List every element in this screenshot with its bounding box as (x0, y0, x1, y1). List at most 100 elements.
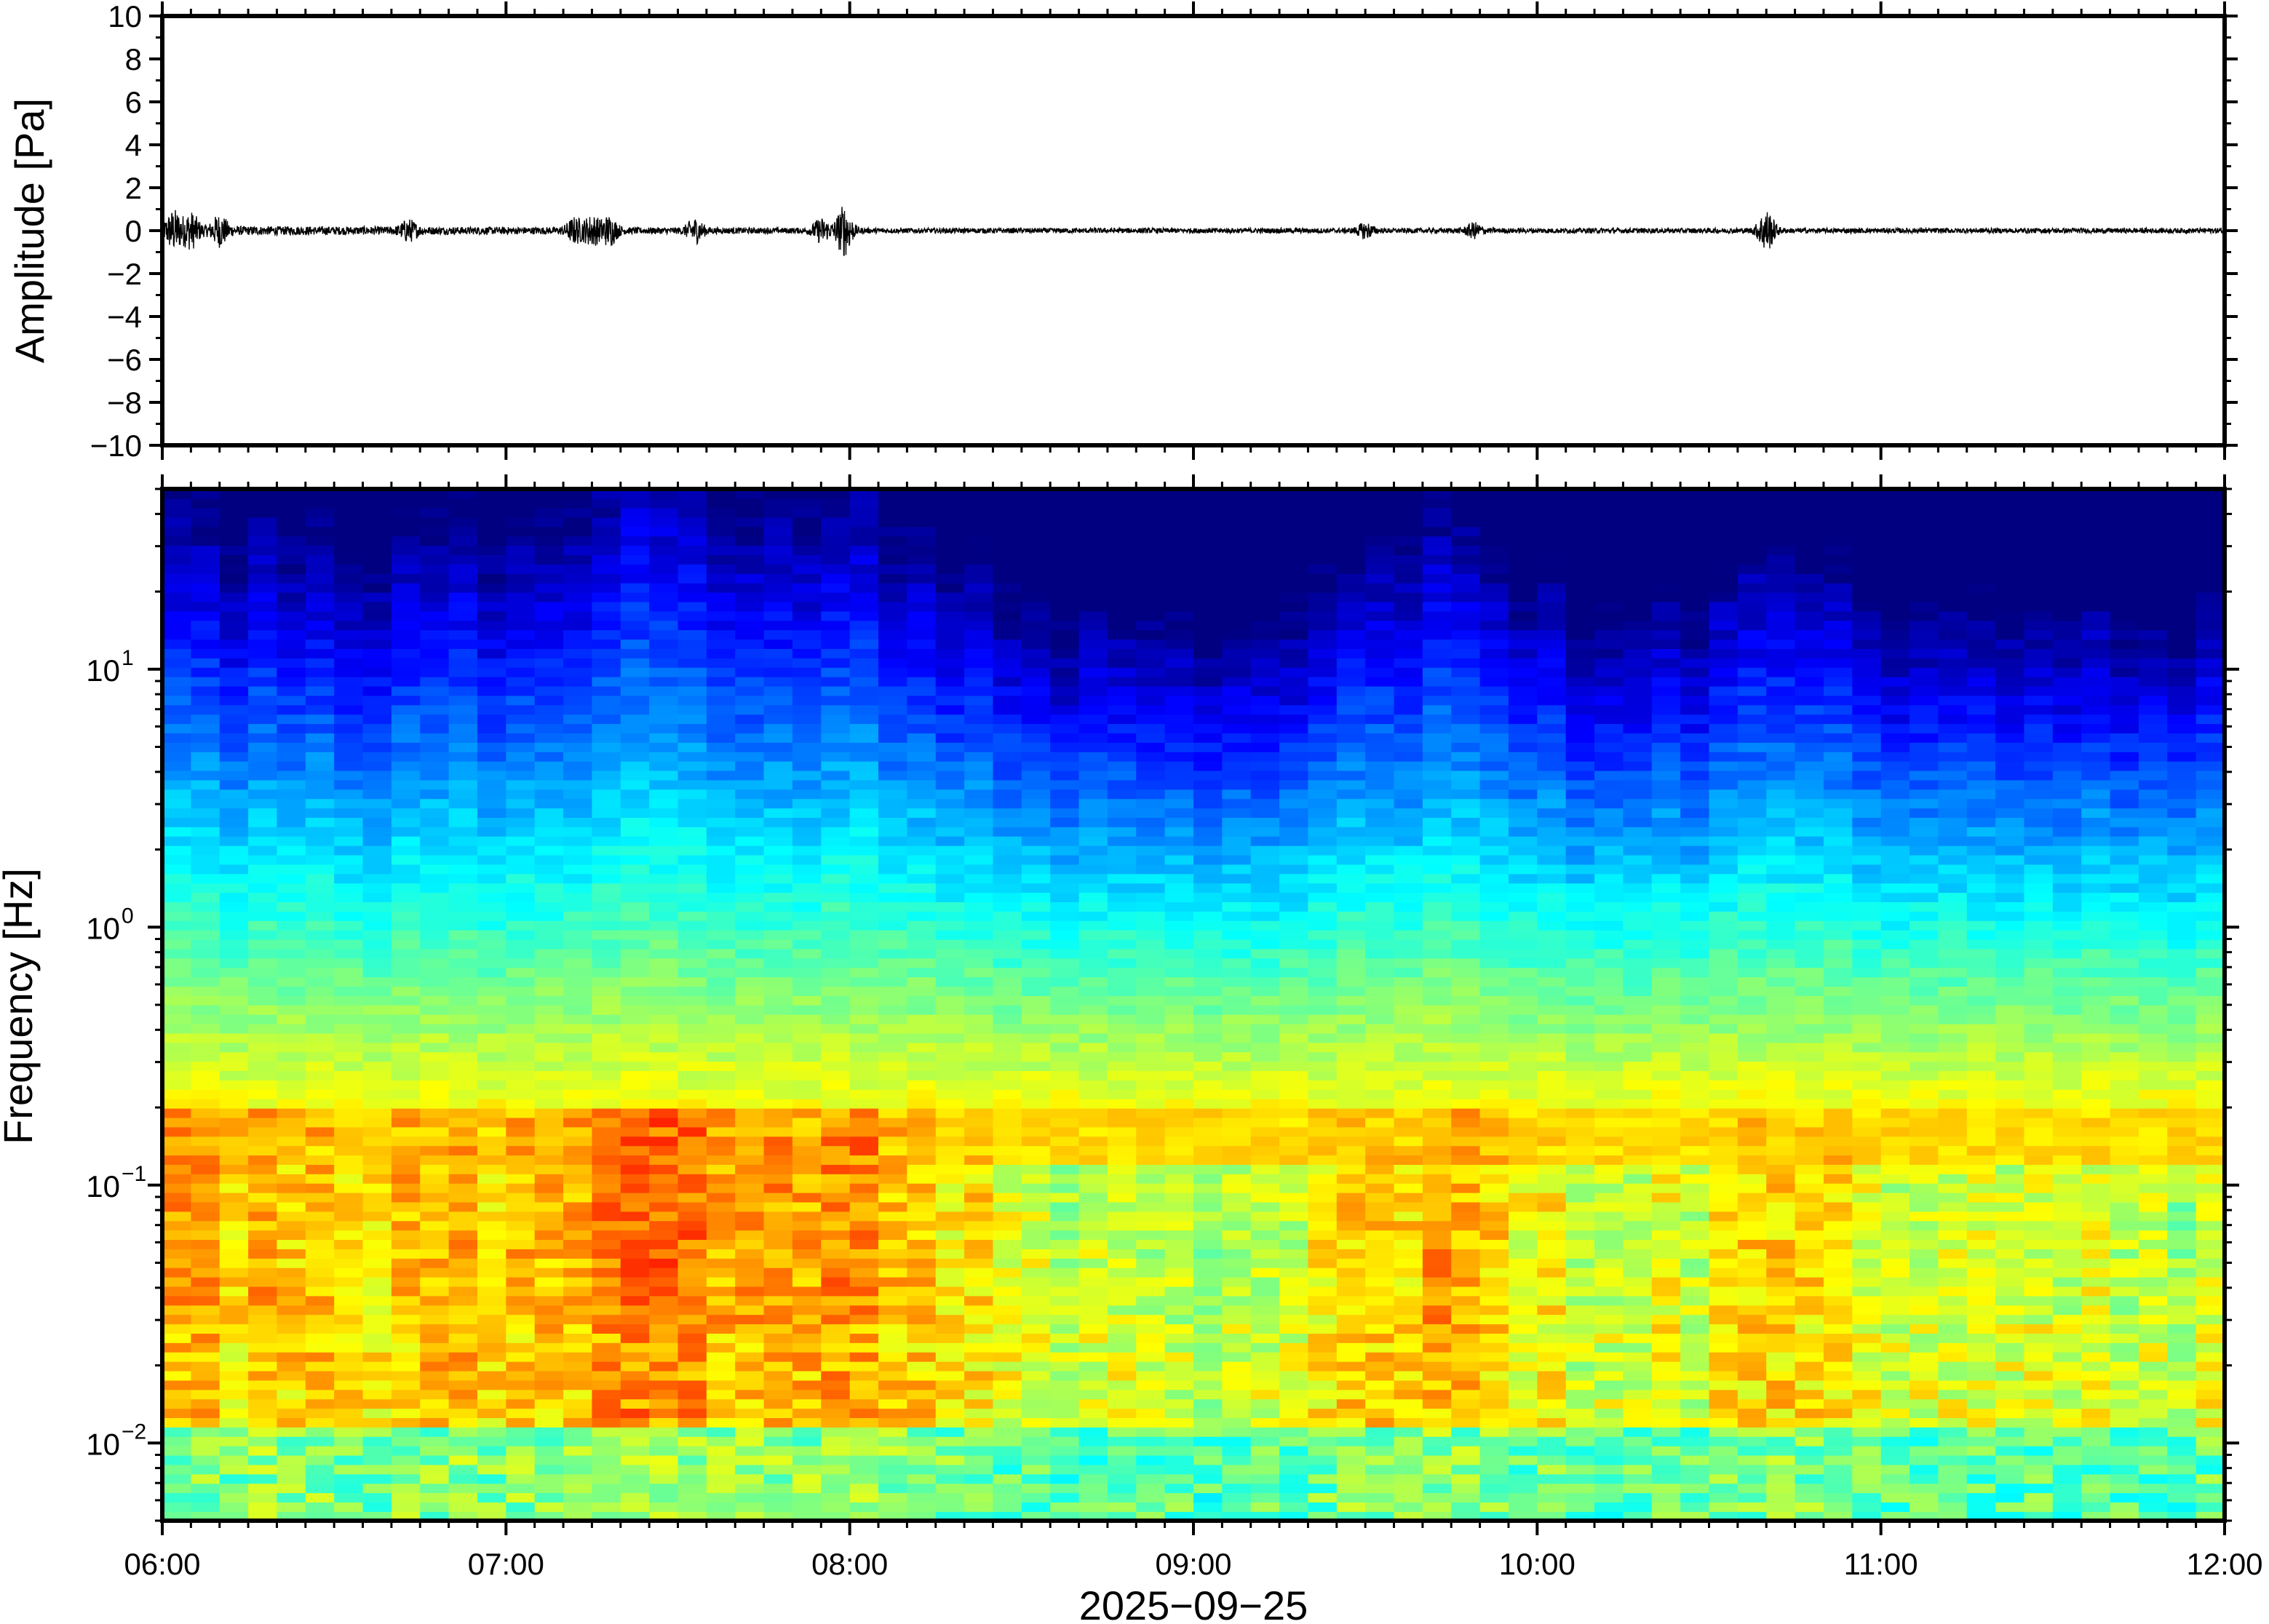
spectrogram-cell (1107, 976, 1137, 987)
spectrogram-cell (1250, 939, 1280, 950)
spectrogram-cell (907, 1333, 937, 1343)
spectrogram-cell (1336, 817, 1366, 827)
spectrogram-cell (1021, 1070, 1051, 1080)
spectrogram-cell (1394, 1249, 1423, 1259)
spectrogram-cell (420, 967, 450, 978)
spectrogram-cell (448, 779, 478, 790)
spectrogram-cell (1021, 967, 1051, 978)
spectrogram-cell (477, 939, 507, 950)
spectrogram-cell (649, 545, 679, 556)
spectrogram-cell (334, 1380, 364, 1390)
spectrogram-cell (1279, 582, 1309, 593)
spectrogram-cell (1021, 817, 1051, 827)
spectrogram-cell (391, 1492, 421, 1503)
spectrogram-cell (1193, 1351, 1223, 1362)
spectrogram-cell (763, 1042, 793, 1053)
spectrogram-cell (534, 835, 564, 846)
spectrogram-cell (448, 620, 478, 631)
spectrogram-cell (1365, 789, 1395, 800)
spectrogram-cell (935, 742, 965, 752)
spectrogram-cell (448, 864, 478, 875)
spectrogram-cell (191, 498, 220, 509)
spectrogram-cell (1279, 1192, 1309, 1203)
spectrogram-cell (878, 1249, 908, 1259)
spectrogram-cell (1365, 1389, 1395, 1400)
spectrogram-cell (563, 1070, 593, 1080)
spectrogram-cell (1136, 883, 1166, 893)
spectrogram-cell (763, 1305, 793, 1315)
spectrogram-cell (1365, 1267, 1395, 1278)
spectrogram-cell (191, 1295, 220, 1306)
spectrogram-cell (1078, 1098, 1108, 1109)
spectrogram-cell (677, 1201, 707, 1212)
spectrogram-cell (1222, 1239, 1252, 1249)
spectrogram-cell (993, 892, 1022, 902)
spectrogram-cell (448, 639, 478, 649)
spectrogram-cell (1164, 620, 1194, 631)
spectrogram-cell (1193, 742, 1223, 752)
spectrogram-cell (620, 995, 650, 1006)
spectrogram-cell (277, 704, 306, 715)
spectrogram-cell (964, 948, 994, 959)
spectrogram-cell (1365, 760, 1395, 771)
spectrogram-cell (1279, 554, 1309, 565)
spectrogram-cell (1021, 920, 1051, 931)
spectrogram-cell (735, 986, 765, 996)
spectrogram-cell (792, 517, 822, 528)
spectrogram-cell (706, 733, 736, 743)
spectrogram-cell (506, 995, 536, 1006)
spectrogram-cell (821, 1164, 851, 1174)
spectrogram-cell (1050, 489, 1080, 499)
spectrogram-cell (763, 1276, 793, 1287)
spectrogram-cell (1279, 639, 1309, 649)
spectrogram-cell (1336, 1136, 1366, 1147)
spectrogram-cell (1021, 1436, 1051, 1446)
spectrogram-cell (706, 779, 736, 790)
spectrogram-cell (907, 1164, 937, 1174)
spectrogram-cell (563, 639, 593, 649)
spectrogram-cell (735, 1107, 765, 1118)
spectrogram-cell (763, 798, 793, 809)
spectrogram-cell (391, 1005, 421, 1015)
spectrogram-cell (219, 1164, 249, 1174)
spectrogram-cell (1050, 835, 1080, 846)
spectrogram-cell (191, 873, 220, 884)
spectrogram-cell (563, 1398, 593, 1409)
spectrogram-cell (878, 1201, 908, 1212)
spectrogram-cell (993, 1220, 1022, 1231)
spectrogram-cell (792, 1117, 822, 1128)
spectrogram-cell (993, 808, 1022, 818)
spectrogram-cell (1050, 592, 1080, 602)
spectrogram-cell (935, 1295, 965, 1306)
spectrogram-cell (592, 1473, 621, 1484)
spectrogram-cell (1394, 1070, 1423, 1080)
spectrogram-cell (248, 1014, 278, 1024)
spectrogram-cell (763, 1258, 793, 1268)
spectrogram-cell (792, 554, 822, 565)
spectrogram-cell (1308, 808, 1338, 818)
spectrogram-cell (964, 1276, 994, 1287)
spectrogram-cell (592, 1276, 621, 1287)
spectrogram-cell (964, 751, 994, 762)
spectrogram-cell (477, 639, 507, 649)
spectrogram-cell (1078, 1464, 1108, 1475)
spectrogram-cell (964, 1249, 994, 1259)
spectrogram-cell (248, 817, 278, 827)
spectrogram-cell (706, 1192, 736, 1203)
spectrogram-cell (677, 498, 707, 509)
spectrogram-cell (1050, 883, 1080, 893)
spectrogram-cell (277, 1473, 306, 1484)
spectrogram-cell (1222, 920, 1252, 931)
spectrogram-cell (1222, 835, 1252, 846)
spectrogram-cell (305, 1324, 335, 1334)
spectrogram-cell (935, 1324, 965, 1334)
spectrogram-cell (1164, 592, 1194, 602)
spectrogram-cell (534, 1164, 564, 1174)
spectrogram-cell (191, 1201, 220, 1212)
spectrogram-cell (993, 1342, 1022, 1353)
spectrogram-cell (362, 601, 392, 612)
spectrogram-cell (1308, 1211, 1338, 1222)
spectrogram-cell (277, 1155, 306, 1165)
spectrogram-cell (248, 1164, 278, 1174)
